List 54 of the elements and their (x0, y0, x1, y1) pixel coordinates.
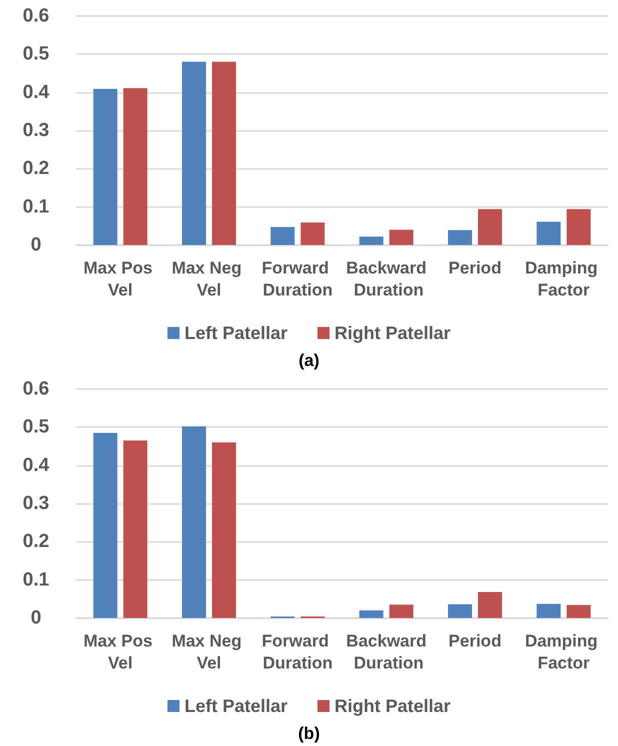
x-tick-label: Max Neg Vel (172, 632, 246, 672)
y-tick-label: 0.3 (22, 493, 50, 514)
y-tick-label: 0 (30, 234, 42, 256)
bar (478, 209, 502, 245)
y-tick-label: 0.1 (22, 196, 50, 218)
text: (b) (298, 724, 320, 743)
x-tick-label: Max Pos Vel (83, 632, 158, 672)
y-tick-label: 0 (30, 608, 42, 628)
y-tick-label: 0.6 (22, 378, 50, 400)
legend-label: Left Patellar (184, 696, 288, 716)
y-tick-label: 0.3 (22, 120, 50, 141)
bar (478, 592, 502, 618)
y-tick-label: 0.2 (22, 531, 50, 552)
x-tick-label: Damping Factor (524, 632, 602, 672)
bar (566, 605, 591, 618)
bar (93, 432, 118, 618)
x-tick-label: Max Neg Vel (172, 258, 246, 300)
bar (270, 227, 295, 245)
legend-label: Right Patellar (334, 323, 451, 343)
legend-label: Right Patellar (334, 696, 451, 716)
x-tick-label: Period (448, 632, 502, 650)
bar (389, 230, 414, 245)
bar (212, 442, 236, 618)
bar (123, 88, 148, 245)
bar (536, 604, 561, 618)
bar (389, 604, 414, 618)
bar (93, 88, 118, 245)
y-tick-label: 0.4 (22, 454, 50, 476)
legend-label: Left Patellar (184, 323, 288, 343)
text: (a) (298, 351, 320, 370)
y-tick-label: 0.1 (22, 569, 50, 590)
bar (359, 236, 384, 245)
bar (123, 440, 148, 618)
bar (536, 222, 561, 245)
bar (182, 62, 206, 245)
y-tick-label: 0.2 (22, 158, 50, 180)
y-tick-label: 0.6 (22, 6, 50, 26)
x-tick-label: Backward Duration (346, 632, 426, 672)
bar (566, 209, 591, 245)
x-tick-label: Forward Duration (262, 632, 334, 672)
y-tick-label: 0.5 (22, 44, 50, 65)
x-tick-label: Period (448, 258, 502, 278)
x-tick-label: Max Pos Vel (83, 258, 158, 300)
bar (448, 230, 472, 245)
x-tick-label: Backward Duration (346, 258, 426, 300)
x-tick-label: Damping Factor (524, 258, 602, 300)
bar (448, 604, 472, 618)
bar (182, 426, 206, 618)
bar (359, 610, 384, 618)
x-tick-label: Forward Duration (262, 258, 334, 300)
y-tick-label: 0.4 (22, 82, 50, 103)
y-tick-label: 0.5 (22, 416, 50, 438)
bar (300, 222, 325, 245)
bar (212, 62, 236, 245)
